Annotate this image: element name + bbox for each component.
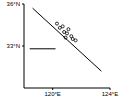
- svg-text:124°E: 124°E: [102, 91, 112, 97]
- svg-text:36°N: 36°N: [8, 1, 20, 7]
- svg-text:33°N: 33°N: [8, 43, 20, 49]
- svg-text:120°E: 120°E: [44, 91, 60, 97]
